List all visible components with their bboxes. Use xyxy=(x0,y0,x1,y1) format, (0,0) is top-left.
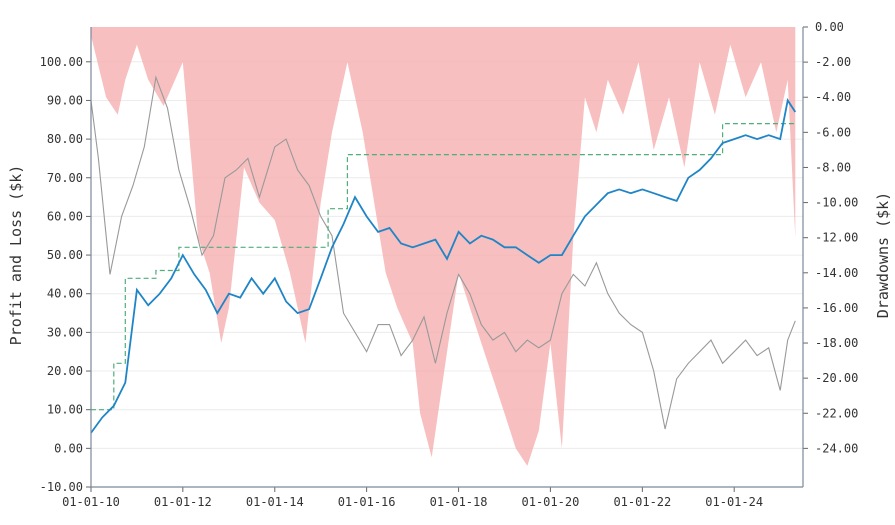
y2-tick-label: -12.00 xyxy=(815,231,858,245)
x-tick-label: 01-01-12 xyxy=(154,495,212,509)
y2-tick-label: -14.00 xyxy=(815,266,858,280)
y-tick-label: 70.00 xyxy=(47,171,83,185)
y-tick-label: 0.00 xyxy=(54,441,83,455)
price-line xyxy=(90,75,796,430)
x-tick-label: 01-01-16 xyxy=(338,495,396,509)
x-tick-label: 01-01-18 xyxy=(430,495,488,509)
y-tick-label: 40.00 xyxy=(47,287,83,301)
tick-labels: -10.00 0.00 10.00 20.00 30.00 40.00 50.00 60.00… xyxy=(40,20,859,509)
price-line-layer xyxy=(90,75,796,430)
y2-axis-title: Drawdowns ($k) xyxy=(874,192,892,318)
drawdown-area xyxy=(91,27,796,466)
x-tick-label: 01-01-24 xyxy=(705,495,763,509)
peak-line xyxy=(91,122,796,411)
y2-tick-label: -18.00 xyxy=(815,336,858,350)
y2-tick-label: -20.00 xyxy=(815,371,858,385)
y2-tick-label: -24.00 xyxy=(815,441,858,455)
y2-tick-label: -16.00 xyxy=(815,301,858,315)
drawdown-area-layer xyxy=(91,27,796,466)
y2-tick-label: -22.00 xyxy=(815,406,858,420)
y-axis-title: Profit and Loss ($k) xyxy=(7,165,25,346)
axes xyxy=(86,26,808,492)
pnl-line-layer xyxy=(90,98,797,434)
y-tick-label: 80.00 xyxy=(47,132,83,146)
x-tick-label: 01-01-14 xyxy=(246,495,304,509)
y-tick-label: -10.00 xyxy=(40,480,83,494)
x-tick-label: 01-01-22 xyxy=(613,495,671,509)
y-tick-label: 50.00 xyxy=(47,248,83,262)
y2-tick-label: 0.00 xyxy=(815,20,844,34)
y2-tick-label: -10.00 xyxy=(815,196,858,210)
y2-tick-label: -6.00 xyxy=(815,125,851,139)
y-tick-label: 10.00 xyxy=(47,403,83,417)
y2-tick-label: -8.00 xyxy=(815,160,851,174)
y2-tick-label: -4.00 xyxy=(815,90,851,104)
y-tick-label: 60.00 xyxy=(47,209,83,223)
pnl-line xyxy=(90,98,797,434)
y-tick-label: 20.00 xyxy=(47,364,83,378)
y-tick-label: 30.00 xyxy=(47,325,83,339)
peak-line-layer xyxy=(91,122,796,411)
x-tick-label: 01-01-10 xyxy=(62,495,120,509)
y-tick-label: 90.00 xyxy=(47,93,83,107)
y-tick-label: 100.00 xyxy=(40,55,83,69)
x-tick-label: 01-01-20 xyxy=(522,495,580,509)
y2-tick-label: -2.00 xyxy=(815,55,851,69)
